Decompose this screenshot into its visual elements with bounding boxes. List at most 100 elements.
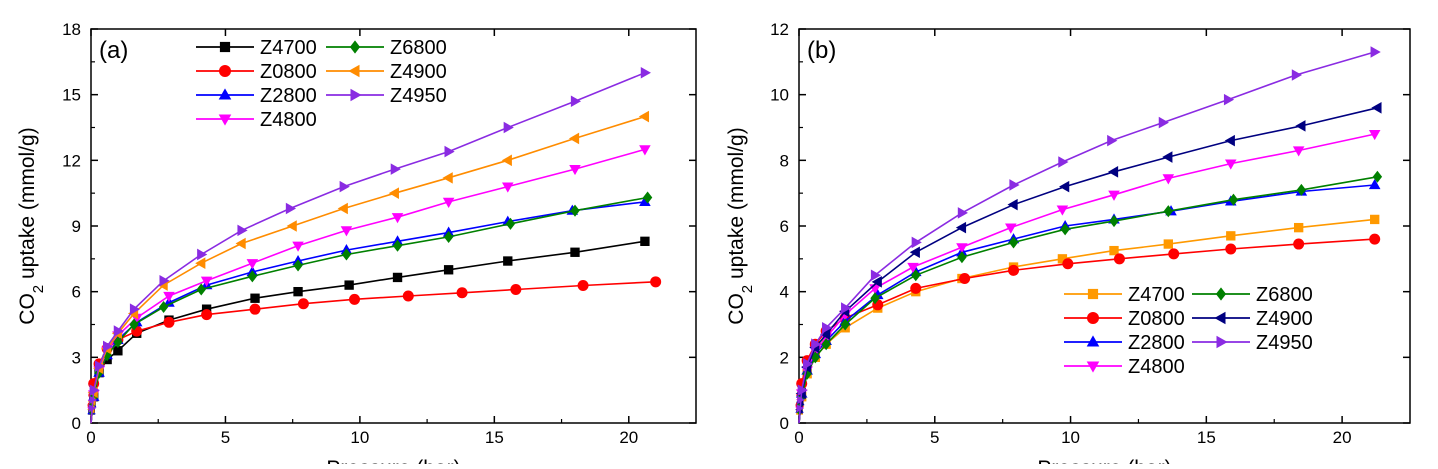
series-line-Z4950 (798, 51, 1375, 424)
legend-label: Z4900 (390, 61, 447, 83)
data-point-Z4900 (286, 220, 297, 232)
data-point-Z4800 (163, 291, 175, 303)
data-point-Z4700 (1057, 254, 1068, 264)
data-point-Z4950 (444, 145, 455, 158)
series-line-Z6800 (90, 196, 648, 424)
data-point-Z4950 (911, 236, 922, 249)
series-Z4800 (87, 145, 651, 424)
y-tick-label: 3 (72, 348, 81, 367)
x-tick-label: 15 (1197, 428, 1216, 447)
series-Z0800 (87, 276, 662, 424)
legend-marker (1087, 288, 1099, 300)
data-point-Z0800 (349, 293, 361, 305)
data-point-Z4800 (340, 226, 353, 237)
data-point-Z4700 (1226, 231, 1236, 241)
legend-label: Z2800 (1128, 332, 1185, 354)
data-point-Z4800 (1292, 146, 1305, 157)
data-point-Z6800 (392, 239, 403, 252)
data-point-Z6800 (911, 269, 921, 282)
data-point-Z0800 (456, 287, 468, 299)
data-point-Z6800 (870, 292, 880, 305)
data-point-Z6800 (957, 251, 967, 264)
series-Z4900 (87, 110, 650, 424)
data-point-Z4800 (1162, 174, 1175, 185)
data-point-Z4950 (285, 202, 297, 215)
data-point-Z4800 (200, 276, 213, 287)
x-tick-label: 5 (930, 428, 939, 447)
legend-marker (349, 40, 361, 54)
x-tick-label: 0 (86, 428, 95, 447)
data-point-Z4950 (1291, 69, 1302, 81)
data-point-Z6800 (840, 318, 850, 331)
data-point-Z4950 (1158, 116, 1169, 129)
data-point-Z4950 (822, 322, 833, 334)
data-point-Z4950 (1223, 93, 1235, 106)
data-point-Z4800 (1005, 223, 1017, 234)
data-point-Z4950 (1058, 156, 1069, 168)
data-point-Z4800 (956, 243, 968, 254)
data-point-Z4900 (388, 187, 399, 199)
data-point-Z2800 (639, 195, 651, 207)
data-point-Z4800 (1056, 205, 1069, 216)
data-point-Z4950 (94, 360, 106, 372)
data-point-Z0800 (249, 303, 261, 315)
series-Z4950 (88, 67, 651, 424)
data-point-Z4800 (442, 197, 455, 208)
data-point-Z4700 (344, 280, 354, 290)
data-point-Z6800 (1296, 183, 1307, 196)
data-point-Z4950 (1009, 179, 1020, 191)
data-point-Z4700 (1370, 214, 1380, 225)
legend-label: Z4800 (1128, 356, 1185, 378)
data-point-Z4950 (88, 404, 96, 413)
y-tick-label: 9 (72, 217, 81, 236)
data-point-Z0800 (201, 309, 213, 321)
legend-label: Z4700 (260, 37, 317, 59)
data-point-Z6800 (113, 335, 123, 349)
y-tick-label: 0 (72, 414, 81, 433)
data-point-Z4800 (391, 213, 404, 224)
data-point-Z6800 (1060, 223, 1070, 236)
y-axis-title: CO2 uptake (mmol/g) (16, 127, 47, 324)
x-tick-label: 20 (619, 428, 638, 447)
x-tick-label: 10 (1061, 428, 1080, 447)
data-point-Z4800 (1108, 190, 1120, 201)
data-point-Z0800 (1062, 258, 1074, 270)
data-point-Z4700 (113, 346, 123, 356)
data-point-Z4800 (639, 145, 651, 156)
data-point-Z4800 (502, 182, 514, 193)
data-point-Z0800 (163, 316, 175, 328)
data-point-Z4900 (1295, 120, 1306, 132)
legend-item-Z4700: Z4700 (196, 37, 317, 59)
legend-item-Z4900: Z4900 (326, 61, 447, 83)
legend-item-Z0800: Z0800 (1064, 308, 1185, 330)
data-point-Z4800 (1368, 129, 1381, 141)
data-point-Z4950 (1370, 46, 1381, 58)
data-point-Z6800 (1008, 236, 1019, 249)
legend-marker (1086, 335, 1100, 347)
series-line-Z2800 (90, 201, 645, 424)
data-point-Z0800 (910, 282, 922, 294)
data-point-Z4900 (1162, 151, 1173, 163)
data-point-Z6800 (821, 338, 831, 351)
data-point-Z2800 (1368, 178, 1381, 190)
data-point-Z0800 (1225, 243, 1237, 255)
data-point-Z6800 (570, 204, 580, 217)
data-point-Z4950 (339, 180, 350, 193)
legend-item-Z6800: Z6800 (1192, 284, 1313, 306)
y-tick-label: 2 (780, 348, 789, 367)
data-point-Z4950 (797, 384, 808, 396)
series-line-Z4800 (90, 148, 646, 424)
data-point-Z4950 (159, 274, 170, 287)
data-point-Z4800 (907, 262, 919, 274)
data-point-Z4950 (803, 358, 814, 370)
series-Z4950 (796, 46, 1381, 424)
data-point-Z4950 (841, 302, 852, 314)
data-point-Z4700 (503, 256, 513, 266)
data-point-Z4900 (568, 132, 580, 145)
data-point-Z4700 (293, 286, 303, 297)
data-point-Z4950 (640, 67, 651, 79)
series-line-Z4900 (798, 107, 1378, 424)
data-point-Z4950 (1107, 134, 1118, 147)
